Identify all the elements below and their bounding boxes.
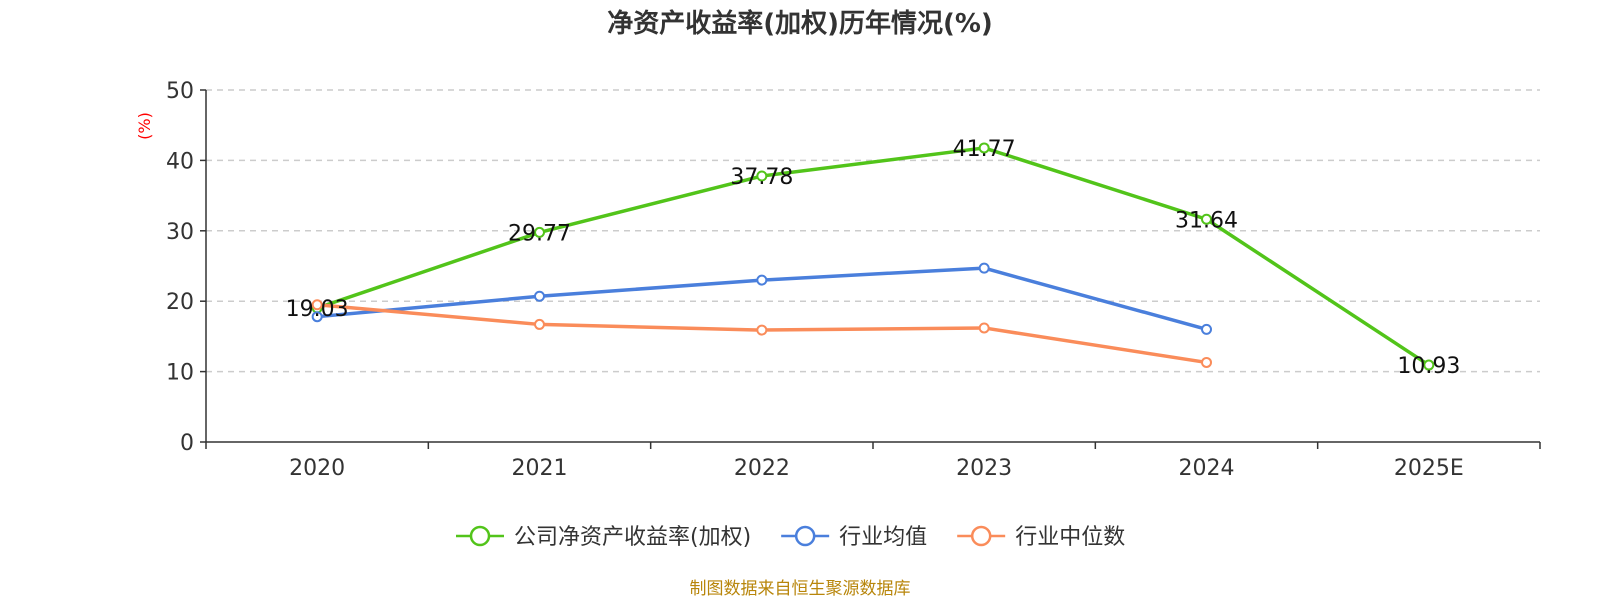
data-point <box>534 226 545 238</box>
data-point <box>1423 359 1435 371</box>
data-point <box>311 299 323 311</box>
data-point <box>756 274 768 286</box>
data-point <box>756 324 768 336</box>
series-line-0 <box>316 146 1430 367</box>
x-tick-label: 2022 <box>734 456 790 481</box>
y-tick-label: 10 <box>166 361 194 386</box>
data-point <box>1201 323 1212 335</box>
legend-marker <box>970 525 992 547</box>
data-point <box>978 142 990 154</box>
y-axis-label: (%) <box>135 112 154 140</box>
x-tick-label: 2023 <box>956 456 1012 481</box>
data-label: 19.03 <box>286 297 349 322</box>
data-label: 10.93 <box>1397 354 1460 379</box>
y-tick-label: 30 <box>166 220 194 245</box>
data-label: 37.78 <box>730 165 793 190</box>
legend-label: 行业均值 <box>839 525 927 550</box>
data-point <box>534 318 545 330</box>
data-label: 31.64 <box>1175 208 1238 233</box>
data-point <box>311 311 323 323</box>
legend-label: 行业中位数 <box>1015 525 1125 550</box>
data-point <box>756 170 768 182</box>
y-tick-label: 0 <box>180 431 194 456</box>
data-point <box>534 290 545 302</box>
y-tick-label: 40 <box>166 149 194 174</box>
footer-source: 制图数据来自恒生聚源数据库 <box>690 579 911 599</box>
legend-label: 公司净资产收益率(加权) <box>514 525 751 550</box>
x-tick-label: 2024 <box>1179 456 1235 481</box>
data-label: 29.77 <box>508 221 571 246</box>
chart-title: 净资产收益率(加权)历年情况(%) <box>607 8 993 39</box>
y-tick-label: 20 <box>166 290 194 315</box>
data-point <box>1201 213 1212 225</box>
data-label: 41.77 <box>953 137 1016 162</box>
y-tick-label: 50 <box>166 79 194 104</box>
data-point <box>1201 356 1212 368</box>
x-tick-label: 2020 <box>289 456 345 481</box>
data-point <box>978 262 990 274</box>
x-tick-label: 2021 <box>512 456 568 481</box>
legend-marker <box>794 525 816 547</box>
x-tick-label: 2025E <box>1394 456 1464 481</box>
legend-marker <box>469 525 491 547</box>
data-point <box>978 322 990 334</box>
